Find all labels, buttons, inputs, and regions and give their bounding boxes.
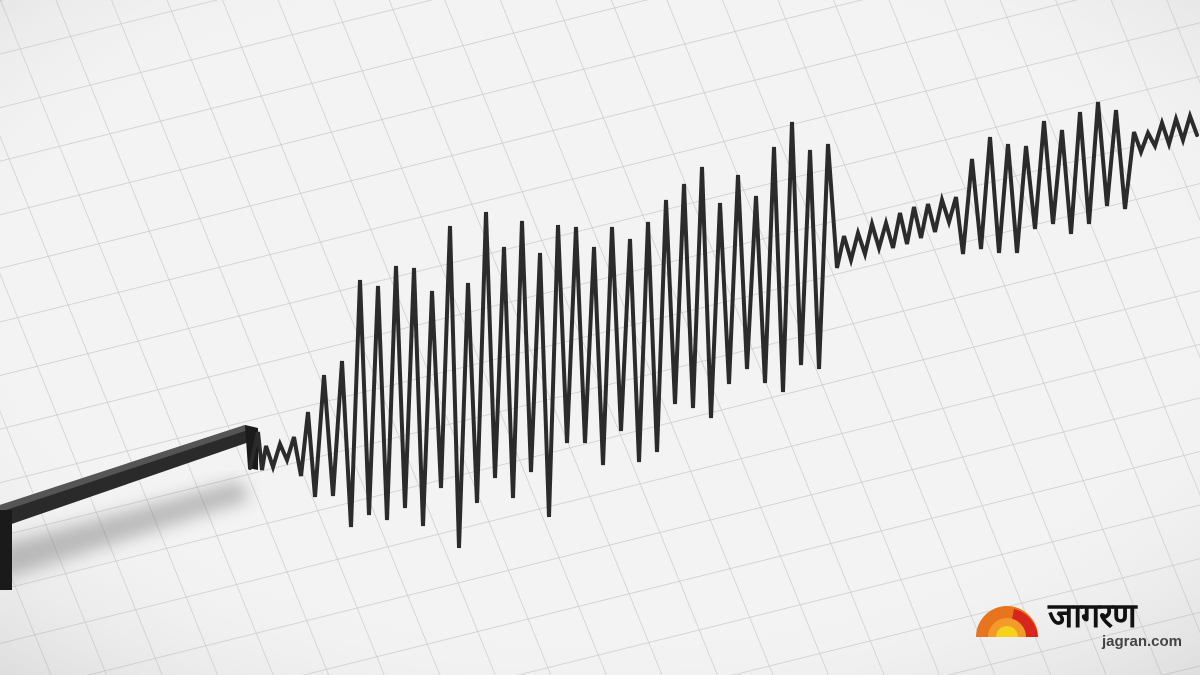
stylus-shadow [0,480,250,580]
jagran-watermark: जागरण jagran.com [974,591,1184,657]
brand-name: जागरण [1048,596,1137,636]
rising-sun-icon [976,606,1038,637]
brand-site: jagran.com [1101,633,1182,650]
seismic-trace [248,101,1199,549]
stylus-arm [0,425,258,590]
